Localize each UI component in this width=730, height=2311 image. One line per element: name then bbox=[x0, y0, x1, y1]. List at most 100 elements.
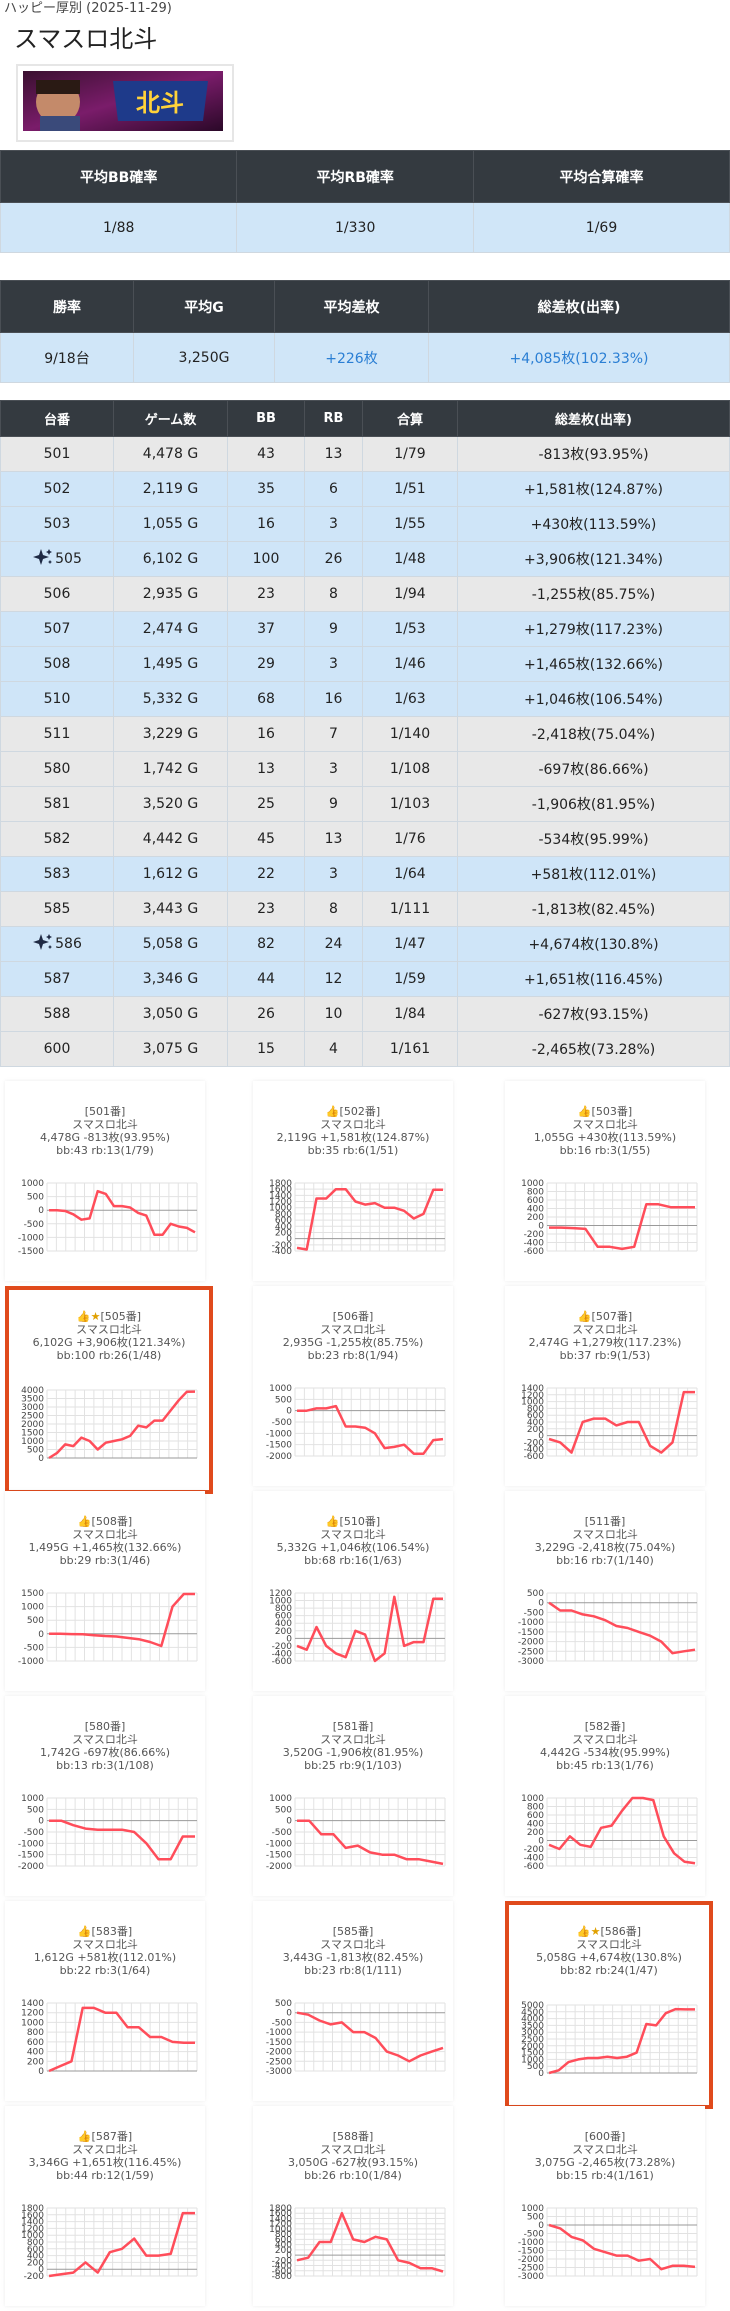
card-badge: 👍 bbox=[577, 1105, 592, 1118]
machine-graph-card[interactable]: 👍★[586番] スマスロ北斗 5,058G +4,674枚(130.8%) bb:8… bbox=[505, 1901, 713, 2109]
cell-games-text: 4,478 G bbox=[142, 446, 199, 462]
series-line bbox=[548, 1796, 696, 1865]
cell-machine-no-text: 587 bbox=[43, 971, 71, 987]
machine-graph-card[interactable]: 👍[508番] スマスロ北斗 1,495G +1,465枚(132.66%) bb:2… bbox=[5, 1491, 205, 1691]
cell-machine-no[interactable]: 505 bbox=[0, 541, 114, 577]
machine-graph-card[interactable]: 👍[503番] スマスロ北斗 1,055G +430枚(113.59%) bb:16 … bbox=[505, 1081, 705, 1281]
cell-bb-text: 35 bbox=[257, 481, 275, 497]
machine-graph-card[interactable]: 👍[502番] スマスロ北斗 2,119G +1,581枚(124.87%) bb:3… bbox=[253, 1081, 453, 1281]
machine-graph-card[interactable]: 👍[507番] スマスロ北斗 2,474G +1,279枚(117.23%) bb:3… bbox=[505, 1286, 705, 1486]
cell-machine-no[interactable]: 588 bbox=[0, 996, 114, 1032]
machine-graph-card[interactable]: [580番] スマスロ北斗 1,742G -697枚(86.66%) bb:13 rb… bbox=[5, 1696, 205, 1896]
cell-bb-text: 13 bbox=[257, 761, 275, 777]
cell-machine-no[interactable]: 507 bbox=[0, 611, 114, 647]
cell-bb: 23 bbox=[227, 891, 305, 927]
col-machine-no[interactable]: 台番 bbox=[0, 400, 114, 437]
card-bonus-stats: bb:23 rb:8(1/111) bbox=[304, 1964, 402, 1977]
machine-graph-card[interactable]: 👍★[505番] スマスロ北斗 6,102G +3,906枚(121.34%) bb:… bbox=[5, 1286, 213, 1494]
y-tick-label: 1400 bbox=[21, 1999, 44, 2009]
cell-machine-no-text: 505 bbox=[55, 551, 82, 567]
series-line bbox=[49, 1819, 195, 1861]
page-title: スマスロ北斗 bbox=[14, 25, 158, 53]
cell-machine-no[interactable]: 501 bbox=[0, 436, 114, 472]
y-tick-label: 1000 bbox=[521, 1794, 544, 1804]
machine-graph-card[interactable]: [511番] スマスロ北斗 3,229G -2,418枚(75.04%) bb:16 … bbox=[505, 1491, 705, 1691]
y-tick-label: 1200 bbox=[21, 2009, 44, 2019]
cell-machine-no[interactable]: 581 bbox=[0, 786, 114, 822]
card-line-chart: 5000-500-1000-1500-2000-2500-3000 bbox=[266, 1999, 446, 2077]
cell-total-prob-text: 1/84 bbox=[394, 1006, 426, 1022]
y-tick-label: 1500 bbox=[521, 2049, 544, 2059]
cell-rb: 12 bbox=[304, 961, 363, 997]
y-tick-label: 800 bbox=[275, 1210, 292, 1220]
machine-graph-card[interactable]: 👍[583番] スマスロ北斗 1,612G +581枚(112.01%) bb:22 … bbox=[5, 1901, 205, 2101]
machine-graph-card[interactable]: 👍[587番] スマスロ北斗 3,346G +1,651枚(116.45%) bb:4… bbox=[5, 2106, 205, 2306]
y-tick-label: -500 bbox=[524, 2230, 545, 2240]
machine-graph-card[interactable]: [506番] スマスロ北斗 2,935G -1,255枚(85.75%) bb:23 … bbox=[253, 1286, 453, 1486]
sparkle-icon bbox=[32, 548, 54, 570]
col-bb[interactable]: BB bbox=[227, 400, 305, 437]
cell-games: 1,612 G bbox=[113, 856, 228, 892]
cell-games-text: 2,935 G bbox=[142, 586, 199, 602]
cell-games-text: 1,742 G bbox=[142, 761, 199, 777]
machine-graph-card[interactable]: [581番] スマスロ北斗 3,520G -1,906枚(81.95%) bb:25 … bbox=[253, 1696, 453, 1896]
cell-machine-no[interactable]: 580 bbox=[0, 751, 114, 787]
y-tick-label: -600 bbox=[272, 1657, 293, 1667]
y-tick-label: 400 bbox=[275, 1619, 292, 1629]
cell-bb: 16 bbox=[227, 506, 305, 542]
y-tick-label: -500 bbox=[272, 1828, 293, 1838]
col-total-prob[interactable]: 合算 bbox=[362, 400, 458, 437]
cell-games-text: 6,102 G bbox=[142, 551, 199, 567]
card-badge: 👍 bbox=[325, 1105, 340, 1118]
card-summary: 3,075G -2,465枚(73.28%) bbox=[534, 2156, 676, 2169]
cell-rb: 3 bbox=[304, 751, 363, 787]
card-line-chart: 5000-500-1000-1500-2000-2500-3000 bbox=[518, 1589, 698, 1667]
cell-machine-no[interactable]: 585 bbox=[0, 891, 114, 927]
col-total-diff[interactable]: 総差枚(出率) bbox=[457, 400, 730, 437]
cell-machine-no[interactable]: 600 bbox=[0, 1031, 114, 1067]
cell-total-prob-text: 1/140 bbox=[389, 726, 431, 742]
card-bonus-stats: bb:68 rb:16(1/63) bbox=[304, 1554, 402, 1567]
table-row: 586 5,058 G 82 24 1/47 +4,674枚(130.8%) bbox=[0, 926, 730, 962]
col-games[interactable]: ゲーム数 bbox=[113, 400, 228, 437]
cell-machine-no[interactable]: 587 bbox=[0, 961, 114, 997]
card-summary: 6,102G +3,906枚(121.34%) bbox=[32, 1336, 186, 1349]
machine-graph-card[interactable]: [600番] スマスロ北斗 3,075G -2,465枚(73.28%) bb:15 … bbox=[505, 2106, 705, 2306]
cell-machine-no[interactable]: 582 bbox=[0, 821, 114, 857]
cell-bb: 29 bbox=[227, 646, 305, 682]
y-tick-label: 600 bbox=[527, 1411, 544, 1421]
cell-machine-no[interactable]: 583 bbox=[0, 856, 114, 892]
machine-graph-card[interactable]: [585番] スマスロ北斗 3,443G -1,813枚(82.45%) bb:23 … bbox=[253, 1901, 453, 2101]
card-machine-name: スマスロ北斗 bbox=[572, 1733, 638, 1746]
machine-graph-card[interactable]: [588番] スマスロ北斗 3,050G -627枚(93.15%) bb:26 rb… bbox=[253, 2106, 453, 2306]
col-rb[interactable]: RB bbox=[304, 400, 363, 437]
y-tick-label: 500 bbox=[527, 1589, 544, 1599]
card-bonus-stats: bb:29 rb:3(1/46) bbox=[59, 1554, 151, 1567]
series-line bbox=[548, 1390, 695, 1454]
cell-machine-no[interactable]: 503 bbox=[0, 506, 114, 542]
y-tick-label: -1000 bbox=[18, 1233, 44, 1243]
y-tick-label: 4000 bbox=[21, 1386, 44, 1396]
cell-machine-no-text: 501 bbox=[43, 446, 71, 462]
machine-graph-card[interactable]: 👍[510番] スマスロ北斗 5,332G +1,046枚(106.54%) bb:6… bbox=[253, 1491, 453, 1691]
y-tick-label: 0 bbox=[286, 1634, 292, 1644]
cell-rb-text: 8 bbox=[329, 586, 338, 602]
cell-games: 1,055 G bbox=[113, 506, 228, 542]
y-tick-label: -500 bbox=[24, 1220, 45, 1230]
cell-machine-no[interactable]: 502 bbox=[0, 471, 114, 507]
y-tick-label: 1000 bbox=[21, 2231, 44, 2241]
cell-machine-no[interactable]: 508 bbox=[0, 646, 114, 682]
machine-graph-card[interactable]: [582番] スマスロ北斗 4,442G -534枚(95.99%) bb:45 rb… bbox=[505, 1696, 705, 1896]
cell-total-diff: +430枚(113.59%) bbox=[457, 506, 730, 542]
cell-machine-no[interactable]: 506 bbox=[0, 576, 114, 612]
cell-machine-no[interactable]: 510 bbox=[0, 681, 114, 717]
cell-bb: 43 bbox=[227, 436, 305, 472]
cell-bb-text: 100 bbox=[252, 551, 280, 567]
cell-bb: 23 bbox=[227, 576, 305, 612]
cell-machine-no[interactable]: 586 bbox=[0, 926, 114, 962]
cell-rb-text: 9 bbox=[329, 621, 338, 637]
cell-machine-no[interactable]: 511 bbox=[0, 716, 114, 752]
machine-graph-card[interactable]: [501番] スマスロ北斗 4,478G -813枚(93.95%) bb:43 rb… bbox=[5, 1081, 205, 1281]
